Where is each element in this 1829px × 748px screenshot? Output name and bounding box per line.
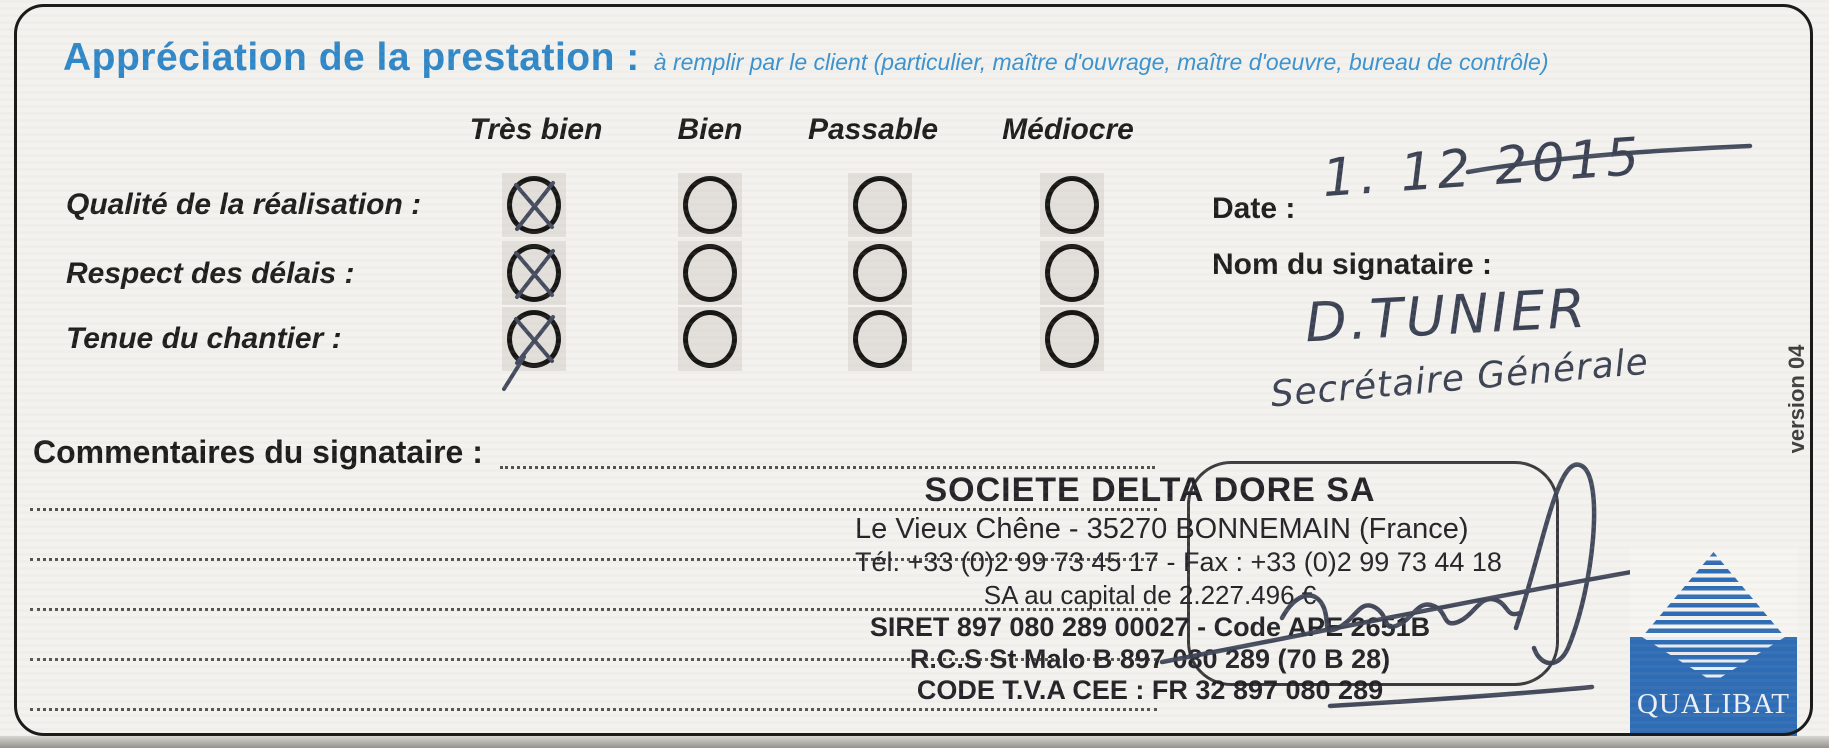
rating-circle[interactable]	[678, 173, 742, 237]
x-mark-icon	[502, 315, 555, 391]
name-handwritten: D.TUNIER	[1303, 276, 1590, 355]
circle-outline	[683, 176, 737, 234]
stamp-address: Le Vieux Chêne - 35270 BONNEMAIN (France…	[855, 513, 1469, 545]
page-title: Appréciation de la prestation :	[63, 36, 640, 79]
rating-circle[interactable]	[1040, 173, 1104, 237]
scan-edge-shadow	[0, 736, 1829, 748]
rating-circle[interactable]	[848, 241, 912, 305]
comment-line	[30, 558, 1157, 561]
column-header-passable: Passable	[807, 113, 939, 146]
rating-circle[interactable]	[502, 307, 566, 391]
date-label: Date :	[1212, 192, 1296, 225]
rating-circle[interactable]	[848, 173, 912, 237]
stamp-tva: CODE T.V.A CEE : FR 32 897 080 289	[916, 675, 1384, 705]
comment-line	[30, 508, 1157, 511]
column-header-tres-bien: Très bien	[469, 113, 603, 146]
comment-line	[30, 658, 1157, 661]
rating-circle[interactable]	[678, 241, 742, 305]
circle-outline	[683, 244, 737, 302]
circle-outline	[507, 244, 561, 302]
rating-circle[interactable]	[502, 241, 566, 305]
rating-circle[interactable]	[502, 173, 566, 237]
rating-row-label-tenue: Tenue du chantier :	[66, 322, 342, 355]
rating-row-label-qualite: Qualité de la réalisation :	[66, 188, 422, 221]
page-subtitle: à remplir par le client (particulier, ma…	[653, 49, 1549, 75]
circle-outline	[853, 310, 907, 368]
circle-outline	[1045, 176, 1099, 234]
circle-outline	[507, 310, 561, 368]
rating-circle[interactable]	[848, 307, 912, 371]
circle-outline	[853, 244, 907, 302]
column-header-bien: Bien	[677, 113, 743, 146]
stamp-border	[1187, 461, 1559, 686]
name-label: Nom du signataire :	[1212, 248, 1493, 281]
version-note: version 04	[1784, 344, 1809, 454]
comments-label: Commentaires du signataire :	[33, 434, 483, 470]
rating-row-label-delais: Respect des délais :	[66, 257, 355, 290]
rating-circle[interactable]	[1040, 241, 1104, 305]
qualibat-logo: QUALIBAT	[1630, 547, 1797, 740]
circle-outline	[507, 176, 561, 234]
circle-outline	[853, 176, 907, 234]
pyramid-reflection-icon	[1642, 637, 1785, 682]
rating-circle[interactable]	[1040, 307, 1104, 371]
comment-line	[30, 608, 1157, 611]
circle-outline	[683, 310, 737, 368]
rating-circle[interactable]	[678, 307, 742, 371]
date-handwritten: 1. 12 2015	[1320, 126, 1645, 210]
circle-outline	[1045, 244, 1099, 302]
x-mark-icon	[514, 181, 555, 231]
qualibat-wordmark: QUALIBAT	[1637, 688, 1790, 720]
comment-line	[30, 708, 1157, 711]
comment-line	[500, 466, 1155, 469]
circle-outline	[1045, 310, 1099, 368]
stamp-company: SOCIETE DELTA DORE SA	[924, 471, 1376, 509]
x-mark-icon	[514, 249, 555, 299]
column-header-mediocre: Médiocre	[1002, 113, 1134, 146]
form-header: Appréciation de la prestation : à rempli…	[63, 36, 1548, 80]
